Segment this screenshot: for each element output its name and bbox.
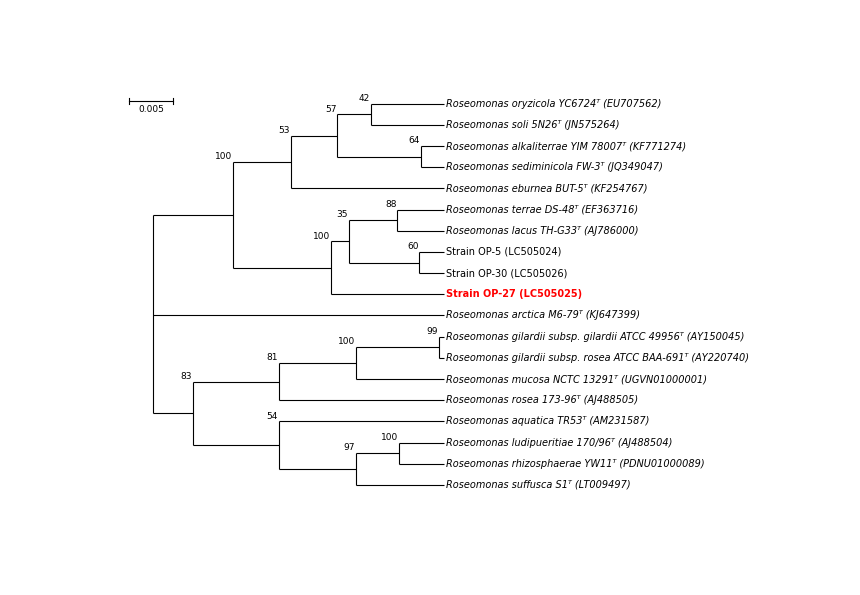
Text: Strain OP-30 (LC505026): Strain OP-30 (LC505026) [445,268,567,278]
Text: Roseomonas terrae DS-48ᵀ (EF363716): Roseomonas terrae DS-48ᵀ (EF363716) [445,205,638,215]
Text: 83: 83 [181,372,192,381]
Text: 97: 97 [344,443,355,452]
Text: 60: 60 [407,242,419,251]
Text: Roseomonas ludipueritiae 170/96ᵀ (AJ488504): Roseomonas ludipueritiae 170/96ᵀ (AJ4885… [445,437,672,447]
Text: 100: 100 [338,337,355,346]
Text: Roseomonas alkaliterrae YIM 78007ᵀ (KF771274): Roseomonas alkaliterrae YIM 78007ᵀ (KF77… [445,141,685,151]
Text: Roseomonas gilardii subsp. gilardii ATCC 49956ᵀ (AY150045): Roseomonas gilardii subsp. gilardii ATCC… [445,331,744,342]
Text: Roseomonas lacus TH-G33ᵀ (AJ786000): Roseomonas lacus TH-G33ᵀ (AJ786000) [445,226,638,236]
Text: Roseomonas rhizosphaerae YW11ᵀ (PDNU01000089): Roseomonas rhizosphaerae YW11ᵀ (PDNU0100… [445,459,704,469]
Text: 100: 100 [381,433,399,441]
Text: Roseomonas oryzicola YC6724ᵀ (EU707562): Roseomonas oryzicola YC6724ᵀ (EU707562) [445,99,661,109]
Text: Roseomonas mucosa NCTC 13291ᵀ (UGVN01000001): Roseomonas mucosa NCTC 13291ᵀ (UGVN01000… [445,374,707,384]
Text: 57: 57 [325,105,336,114]
Text: Strain OP-5 (LC505024): Strain OP-5 (LC505024) [445,247,561,257]
Text: Roseomonas suffusca S1ᵀ (LT009497): Roseomonas suffusca S1ᵀ (LT009497) [445,480,630,490]
Text: Strain OP-27 (LC505025): Strain OP-27 (LC505025) [445,289,581,299]
Text: Roseomonas eburnea BUT-5ᵀ (KF254767): Roseomonas eburnea BUT-5ᵀ (KF254767) [445,183,647,193]
Text: 53: 53 [279,126,290,134]
Text: 42: 42 [359,94,370,103]
Text: 99: 99 [427,327,438,336]
Text: 35: 35 [336,211,348,220]
Text: Roseomonas gilardii subsp. rosea ATCC BAA-691ᵀ (AY220740): Roseomonas gilardii subsp. rosea ATCC BA… [445,353,749,363]
Text: Roseomonas arctica M6-79ᵀ (KJ647399): Roseomonas arctica M6-79ᵀ (KJ647399) [445,311,640,321]
Text: 88: 88 [385,200,396,209]
Text: 100: 100 [313,231,330,240]
Text: 81: 81 [267,353,278,362]
Text: 0.005: 0.005 [138,105,164,114]
Text: Roseomonas aquatica TR53ᵀ (AM231587): Roseomonas aquatica TR53ᵀ (AM231587) [445,416,649,427]
Text: 64: 64 [408,136,420,145]
Text: Roseomonas sediminicola FW-3ᵀ (JQ349047): Roseomonas sediminicola FW-3ᵀ (JQ349047) [445,162,662,173]
Text: Roseomonas soli 5N26ᵀ (JN575264): Roseomonas soli 5N26ᵀ (JN575264) [445,120,619,130]
Text: Roseomonas rosea 173-96ᵀ (AJ488505): Roseomonas rosea 173-96ᵀ (AJ488505) [445,395,638,405]
Text: 54: 54 [267,412,278,421]
Text: 100: 100 [215,152,232,161]
